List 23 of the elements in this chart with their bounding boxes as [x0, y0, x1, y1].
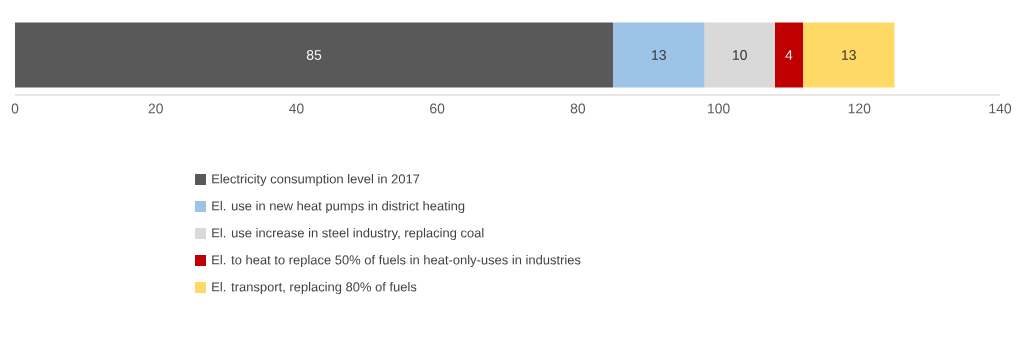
x-tick-label: 140 [989, 103, 1012, 114]
x-tick-label: 120 [848, 103, 871, 114]
legend-label: El. use increase in steel industry, replacing coal [212, 227, 484, 241]
data-label: 13 [652, 50, 666, 60]
x-tick-label: 20 [148, 103, 163, 114]
data-label: 85 [306, 50, 322, 60]
legend-label: El. transport, replacing 80% of fuels [212, 281, 417, 295]
x-tick-label: 80 [570, 103, 586, 114]
bar [15, 22, 614, 88]
legend-label: Electricity consumption level in 2017 [212, 173, 420, 187]
x-tick-label: 60 [430, 103, 445, 114]
x-tick-label: 40 [288, 103, 304, 114]
x-tick-label: 100 [708, 103, 730, 114]
bar [613, 22, 705, 88]
legend-label: El. to heat to replace 50% of fuels in heat-only-uses in industries [212, 254, 581, 268]
x-tick-label: 0 [11, 103, 19, 114]
legend-label: El. use in new heat pumps in district heating [212, 200, 465, 214]
data-label: 10 [732, 50, 747, 60]
bar [704, 22, 775, 88]
bar [774, 22, 804, 88]
bar [803, 22, 895, 88]
data-label: 4 [785, 50, 793, 60]
data-label: 13 [842, 50, 856, 60]
